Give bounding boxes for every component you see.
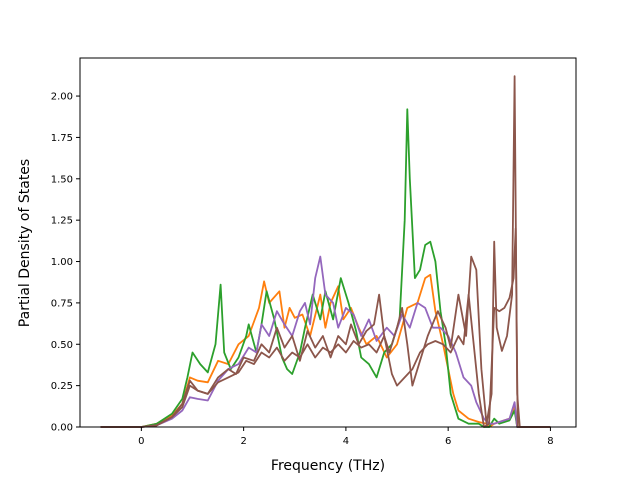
y-tick-label: 1.00	[51, 257, 73, 268]
y-tick-label: 1.25	[51, 216, 73, 227]
x-tick-label: 2	[240, 436, 246, 447]
series-line-5	[100, 227, 551, 428]
y-tick-label: 0.25	[51, 381, 73, 392]
series-line-3	[100, 255, 551, 428]
y-tick-label: 0.75	[51, 298, 73, 309]
y-axis-label: Partial Density of States	[17, 159, 33, 327]
x-tick-label: 4	[343, 436, 349, 447]
series-layer	[100, 75, 551, 428]
x-axis-label: Frequency (THz)	[271, 458, 385, 474]
x-tick-label: 0	[138, 436, 144, 447]
y-tick-label: 1.50	[51, 174, 73, 185]
y-tick-label: 0.50	[51, 340, 73, 351]
tick-layer: 0 2 4 6 8 0.00 0.25 0.50 0.75 1.00 1.25 1.50 1.75 2.0…	[51, 92, 554, 447]
series-line-2	[100, 108, 551, 428]
plot-frame	[79, 57, 577, 428]
y-tick-label: 2.00	[51, 92, 73, 103]
x-tick-label: 8	[547, 436, 553, 447]
series-line-4	[100, 75, 551, 428]
x-tick-label: 6	[445, 436, 451, 447]
y-tick-label: 0.00	[51, 423, 73, 434]
y-tick-label: 1.75	[51, 133, 73, 144]
series-line-1	[100, 273, 551, 428]
